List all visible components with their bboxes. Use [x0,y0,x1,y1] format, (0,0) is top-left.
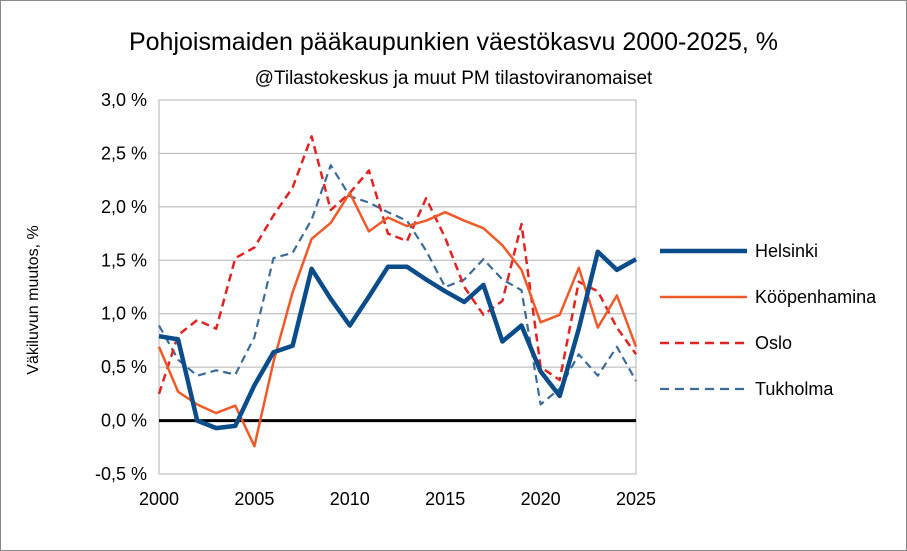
y-tick-label: 0,0 % [101,411,147,431]
axes [158,99,637,475]
legend-label: Tukholma [755,379,834,399]
series-line-helsinki [158,249,638,431]
y-tick-label: 0,5 % [101,357,147,377]
series-line-tukholma [158,164,637,406]
x-tick-label: 2025 [616,489,656,509]
x-tick-label: 2020 [521,489,561,509]
chart-title: Pohjoismaiden pääkaupunkien väestökasvu … [128,28,779,56]
legend-label: Oslo [755,333,792,353]
series-line-oslo [157,135,638,395]
y-tick-label: 1,5 % [101,250,147,270]
chart-subtitle: @Tilastokeskus ja muut PM tilastoviranom… [254,68,653,89]
grid-lines [159,99,636,475]
y-tick-label: 1,0 % [101,304,147,324]
tick-labels: 3,0 % 2,5 % 2,0 % 1,5 % 1,0 % 0,5 % 0,0 % -0,5 … [95,90,656,509]
plot-area [158,99,637,475]
x-tick-label: 2005 [234,489,274,509]
legend: Helsinki Kööpenhamina Oslo Tukholma [660,241,877,399]
legend-label: Helsinki [755,241,818,261]
x-tick-label: 2015 [425,489,465,509]
legend-label: Kööpenhamina [755,287,877,307]
y-tick-label: 2,0 % [101,197,147,217]
y-tick-label: 2,5 % [101,143,147,163]
x-tick-label: 2000 [139,489,179,509]
x-tick-label: 2010 [330,489,370,509]
y-tick-label: 3,0 % [101,90,147,110]
y-tick-label: -0,5 % [95,464,147,484]
series-lines [157,135,638,448]
series-line-kööpenhamina [157,191,638,448]
